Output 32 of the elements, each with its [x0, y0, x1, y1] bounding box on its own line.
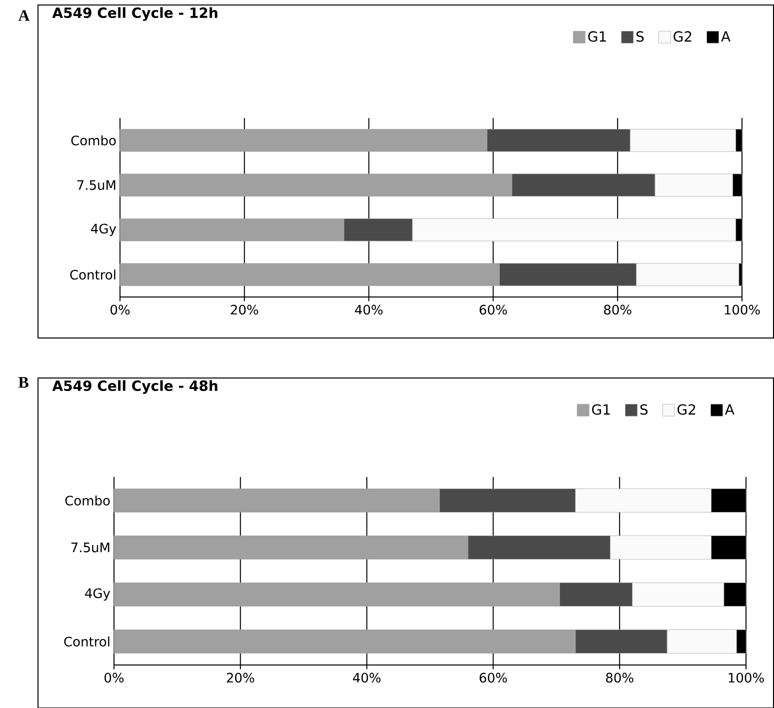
y-tick-label: Combo	[65, 495, 110, 506]
y-tick-label: Control	[70, 269, 116, 280]
y-tick-label: 7.5uM	[71, 542, 110, 552]
text: A	[18, 10, 30, 21]
chart-title: A549 Cell Cycle - 48h	[52, 380, 218, 394]
x-tick-label: 20%	[230, 304, 258, 314]
x-tick-label: 40%	[354, 304, 383, 314]
x-tick-label: 100%	[724, 304, 760, 314]
y-tick-label: 4Gy	[85, 588, 110, 600]
x-tick-label: 100%	[728, 672, 764, 682]
chart-title: A549 Cell Cycle - 12h	[52, 6, 218, 21]
legend-label: S	[640, 404, 648, 415]
legend-label: G2	[678, 404, 696, 415]
y-tick-label: Control	[64, 636, 110, 646]
x-tick-label: 80%	[604, 304, 632, 314]
x-tick-label: 60%	[480, 304, 507, 314]
y-tick-label: 4Gy	[91, 223, 116, 236]
legend-label: S	[636, 30, 644, 42]
x-tick-label: 20%	[226, 672, 254, 682]
legend-label: G1	[592, 404, 610, 415]
legend-label: G2	[674, 30, 692, 42]
legend-label: A	[721, 31, 730, 42]
text: B	[18, 376, 28, 388]
y-tick-label: Combo	[71, 135, 116, 146]
legend-label: A	[725, 404, 734, 414]
x-tick-label: 0%	[110, 304, 130, 314]
x-tick-label: 40%	[352, 672, 381, 682]
legend-label: G1	[588, 30, 606, 42]
x-tick-label: 0%	[104, 672, 124, 682]
x-tick-label: 80%	[606, 672, 634, 682]
y-tick-label: 7.5uM	[77, 180, 116, 190]
x-tick-label: 60%	[480, 672, 507, 682]
